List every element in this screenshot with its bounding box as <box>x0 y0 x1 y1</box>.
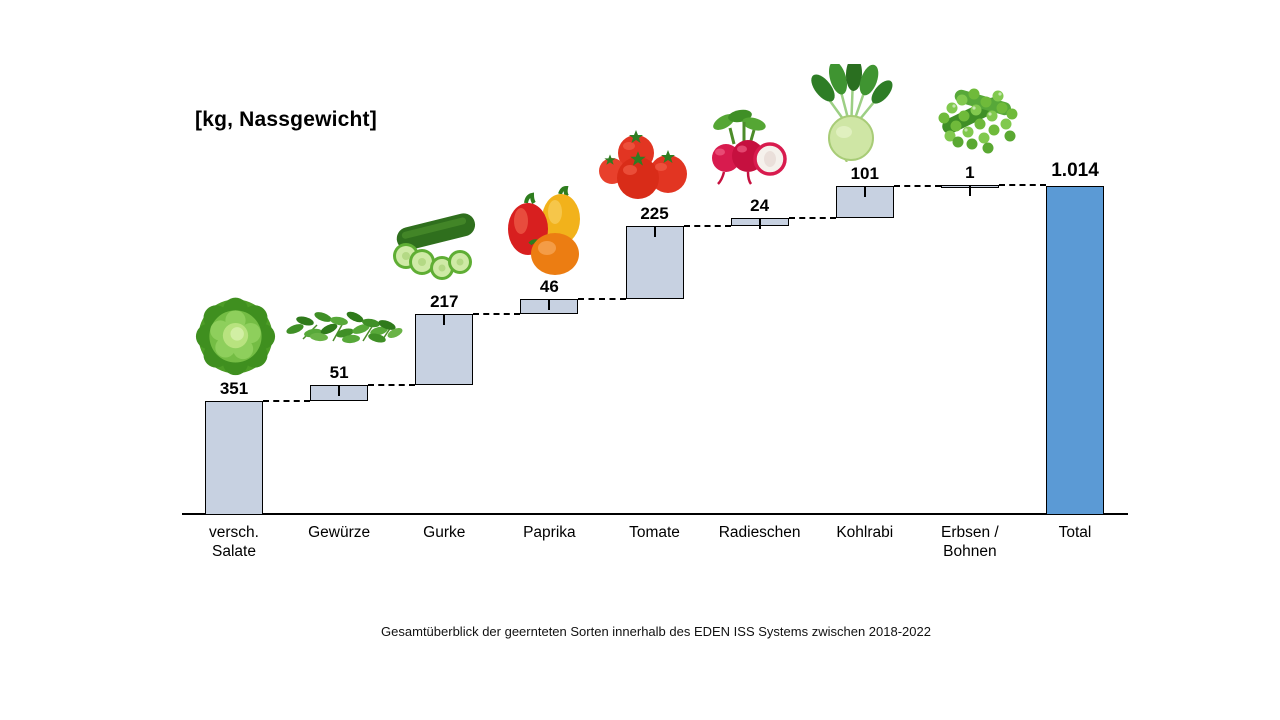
waterfall-bar-9 <box>1046 186 1104 515</box>
kohlrabi-image <box>811 64 893 162</box>
chart-title: [kg, Nassgewicht] <box>195 108 377 131</box>
category-label: versch. Salate <box>209 524 259 560</box>
value-label: 101 <box>850 164 879 183</box>
connector-line <box>368 384 416 386</box>
chart-caption: Gesamtüberblick der geernteten Sorten in… <box>381 624 931 639</box>
value-label: 1 <box>965 163 975 182</box>
connector-line <box>263 400 311 402</box>
lettuce-image <box>195 297 276 376</box>
peas-image <box>938 88 1018 154</box>
x-axis-line <box>182 513 1128 515</box>
error-tick <box>443 315 446 325</box>
category-label: Radieschen <box>718 524 801 541</box>
category-label: Erbsen / Bohnen <box>941 524 999 560</box>
connector-line <box>893 185 941 187</box>
category-label: Paprika <box>523 524 576 541</box>
error-tick <box>548 300 551 310</box>
error-tick <box>863 187 866 197</box>
error-tick <box>968 186 971 196</box>
value-label: 1.014 <box>1051 160 1099 181</box>
category-label: Kohlrabi <box>836 524 894 541</box>
waterfall-bar-3 <box>415 314 474 385</box>
connector-line <box>788 217 836 219</box>
value-label: 351 <box>219 379 249 398</box>
category-label: Gurke <box>423 524 466 541</box>
error-tick <box>338 386 341 396</box>
value-label: 217 <box>430 292 459 311</box>
connector-line <box>578 298 626 300</box>
bell-peppers-image <box>508 186 580 275</box>
category-label: Gewürze <box>308 524 371 541</box>
connector-line <box>473 313 521 315</box>
connector-line <box>998 184 1046 186</box>
radishes-image <box>712 109 787 185</box>
herbs-image <box>286 311 403 344</box>
connector-line <box>683 225 731 227</box>
category-label: Total <box>1058 524 1092 541</box>
value-label: 51 <box>329 363 349 382</box>
category-label: Tomate <box>629 524 680 541</box>
cucumber-image <box>393 213 476 280</box>
value-label: 46 <box>539 277 559 296</box>
value-label: 225 <box>640 204 669 223</box>
error-tick <box>653 227 656 237</box>
tomatoes-image <box>599 130 687 199</box>
value-label: 24 <box>750 196 770 215</box>
waterfall-bar-1 <box>205 401 263 515</box>
error-tick <box>758 219 761 229</box>
waterfall-bar-5 <box>625 226 684 299</box>
